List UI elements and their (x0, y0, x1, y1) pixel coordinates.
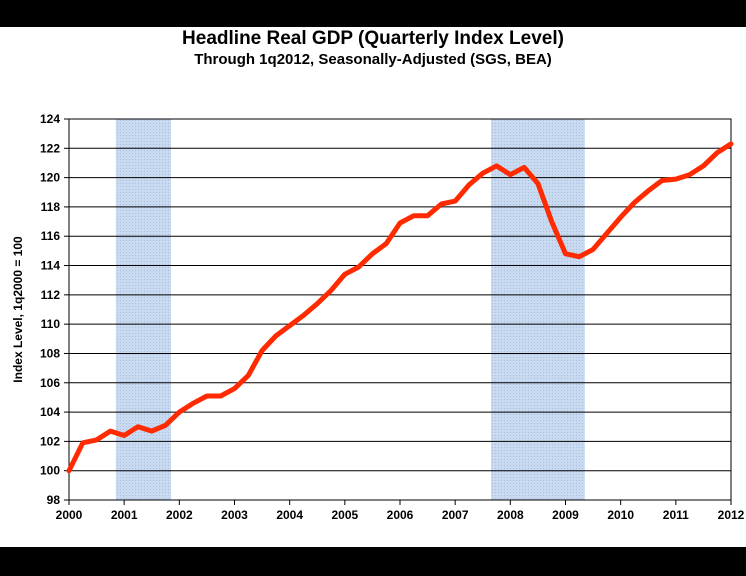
data-point (137, 426, 138, 427)
data-point (303, 315, 304, 316)
data-point (482, 173, 483, 174)
data-point (413, 215, 414, 216)
data-point (441, 203, 442, 204)
x-tick-label-2008: 2008 (497, 508, 524, 522)
x-tick-label-2003: 2003 (221, 508, 248, 522)
data-point (606, 233, 607, 234)
data-point (537, 183, 538, 184)
data-point (551, 221, 552, 222)
y-tick-label-104: 104 (40, 405, 60, 419)
x-tick-label-2000: 2000 (56, 508, 83, 522)
data-point (386, 243, 387, 244)
data-point (496, 165, 497, 166)
y-tick-label-106: 106 (40, 376, 60, 390)
grid-layer (68, 118, 732, 501)
y-tick-label-116: 116 (41, 229, 61, 243)
data-point (358, 267, 359, 268)
recession-band-2 (491, 119, 585, 500)
data-point (275, 335, 276, 336)
y-tick-label-110: 110 (41, 317, 61, 331)
x-tick-label-2001: 2001 (111, 508, 138, 522)
data-point (717, 152, 718, 153)
data-point (289, 325, 290, 326)
x-tick-label-2002: 2002 (166, 508, 193, 522)
data-point (510, 174, 511, 175)
data-point (427, 215, 428, 216)
data-point (689, 174, 690, 175)
y-tick-label-98: 98 (47, 493, 61, 507)
data-point (455, 201, 456, 202)
x-tick-label-2004: 2004 (276, 508, 303, 522)
data-point (124, 435, 125, 436)
chart-title: Headline Real GDP (Quarterly Index Level… (182, 28, 564, 49)
data-point (634, 202, 635, 203)
data-point (248, 375, 249, 376)
data-point (82, 442, 83, 443)
data-point (151, 431, 152, 432)
y-tick-label-112: 112 (41, 288, 61, 302)
recession-layer (115, 119, 585, 500)
data-point (234, 388, 235, 389)
data-point (703, 165, 704, 166)
data-point (262, 350, 263, 351)
data-point (593, 249, 594, 250)
x-tick-label-2011: 2011 (663, 508, 689, 522)
data-point (565, 253, 566, 254)
y-tick-label-102: 102 (40, 434, 60, 448)
y-tick-label-120: 120 (40, 171, 60, 185)
data-point (331, 290, 332, 291)
data-point (110, 431, 111, 432)
data-point (468, 184, 469, 185)
y-tick-label-108: 108 (40, 346, 60, 360)
x-tick-label-2007: 2007 (442, 508, 469, 522)
y-tick-label-100: 100 (40, 464, 60, 478)
data-point (524, 167, 525, 168)
data-point (220, 395, 221, 396)
data-point (731, 143, 732, 144)
data-point (579, 256, 580, 257)
x-tick-label-2010: 2010 (607, 508, 634, 522)
y-tick-label-122: 122 (40, 141, 60, 155)
y-axis-label: Index Level, 1q2000 = 100 (11, 236, 25, 383)
y-tick-label-114: 114 (41, 259, 61, 273)
recession-band-1 (115, 119, 172, 500)
series-line-1 (66, 141, 734, 474)
x-tick-label-2012: 2012 (718, 508, 745, 522)
data-point (662, 180, 663, 181)
y-tick-label-118: 118 (41, 200, 61, 214)
series-layer (66, 141, 734, 474)
data-point (96, 439, 97, 440)
axis-layer: 98 100 102 104 106 108 110 112 114 116 118 120 122 12… (40, 112, 745, 522)
data-point (69, 470, 70, 471)
data-point (179, 412, 180, 413)
data-point (620, 217, 621, 218)
data-point (206, 395, 207, 396)
data-point (317, 303, 318, 304)
data-point (400, 223, 401, 224)
data-point (193, 403, 194, 404)
data-point (648, 190, 649, 191)
chart-subtitle: Through 1q2012, Seasonally-Adjusted (SGS… (194, 51, 552, 68)
y-tick-label-124: 124 (40, 112, 60, 126)
data-point (165, 425, 166, 426)
data-point (372, 253, 373, 254)
data-point (344, 274, 345, 275)
x-tick-label-2006: 2006 (387, 508, 414, 522)
x-tick-label-2009: 2009 (552, 508, 579, 522)
data-point (675, 179, 676, 180)
x-tick-label-2005: 2005 (331, 508, 358, 522)
